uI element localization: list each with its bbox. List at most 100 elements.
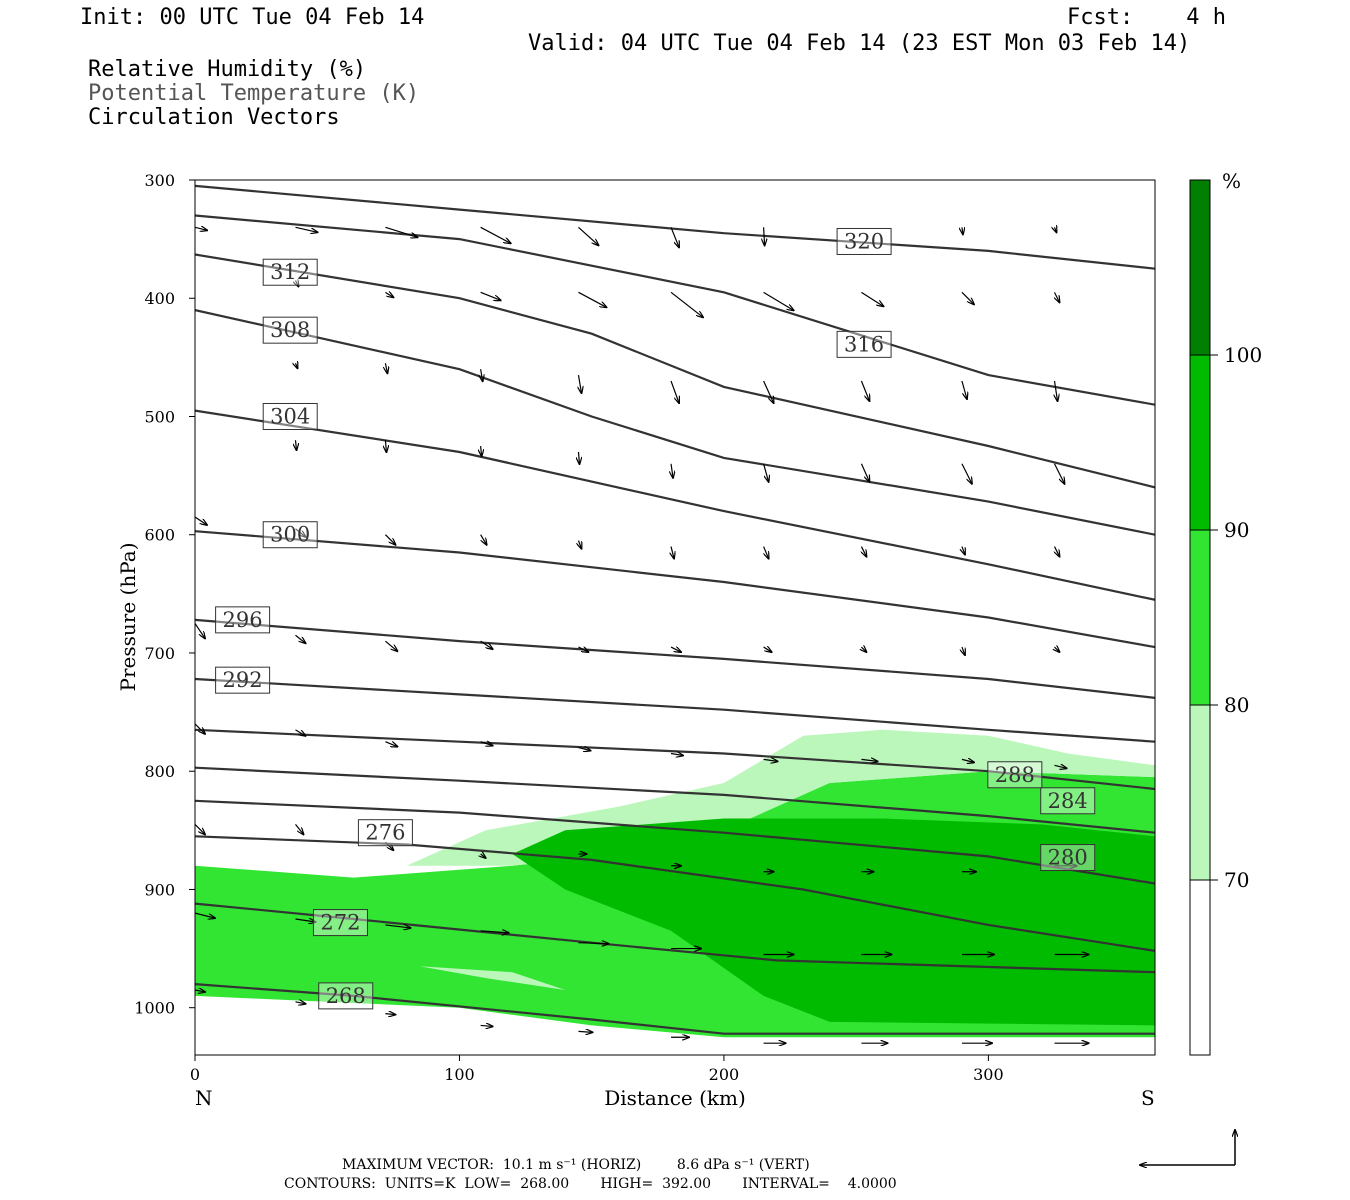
circulation-vector-10 [385,292,393,297]
valid-time: Valid: 04 UTC Tue 04 Feb 14 (23 EST Mon … [528,31,1191,56]
colorbar-segment-2 [1189,529,1211,706]
circulation-vector-17 [1055,292,1060,302]
circulation-vector-62 [763,759,778,761]
circulation-vector-48 [385,640,397,651]
contour-label-316: 316 [844,332,884,356]
x-tick-label-200: 200 [709,1065,740,1084]
circulation-vector-59 [480,742,493,746]
contour-label-272: 272 [320,911,360,935]
circulation-vector-49 [480,640,493,649]
circulation-vector-12 [578,291,606,307]
circulation-vector-16 [961,291,974,304]
circulation-vector-64 [961,759,974,762]
contour-label-box-312 [262,258,318,286]
circulation-vector-69 [481,854,486,858]
colorbar-label-100: 100 [1224,343,1262,367]
circulation-vector-90 [578,1031,592,1032]
circulation-vector-87 [295,1002,305,1004]
circulation-vector-47 [295,634,305,643]
contour-label-288: 288 [995,763,1035,787]
circulation-vector-11 [480,291,501,300]
circulation-vector-77 [295,919,315,922]
y-tick-label-300: 300 [144,171,175,190]
forecast-hour: Fcst: 4 h [1067,5,1226,30]
x-tick-label-100: 100 [444,1065,475,1084]
circulation-vector-57 [295,729,305,736]
circulation-vector-46 [195,623,205,638]
init-time: Init: 00 UTC Tue 04 Feb 14 [80,5,425,30]
contour-label-280: 280 [1048,846,1088,870]
circulation-vector-19 [385,363,387,373]
circulation-vector-86 [195,990,205,992]
circulation-vector-89 [480,1025,493,1026]
theta-contour-288 [195,728,1155,791]
circulation-vector-78 [385,925,410,928]
field-rh-title: Relative Humidity (%) [88,57,367,82]
circulation-vector-56 [195,723,205,734]
theta-contour-276 [195,835,1155,952]
circulation-vector-58 [385,741,397,747]
circulation-vector-34 [961,463,972,484]
circulation-vector-37 [295,528,305,537]
reference-vector [1140,1130,1235,1165]
field-vectors-title: Circulation Vectors [88,105,340,130]
colorbar-label-90: 90 [1224,518,1249,542]
theta-contour-296 [195,618,1155,699]
colorbar-label-80: 80 [1224,693,1249,717]
y-axis-label: Pressure (hPa) [116,543,140,692]
circulation-vector-4 [578,226,598,245]
theta-contour-304 [195,409,1155,601]
circulation-vector-28 [385,440,386,452]
colorbar-segment-0 [1189,879,1211,1056]
contour-label-276: 276 [365,821,405,845]
contour-label-304: 304 [270,404,310,428]
contour-info-note: CONTOURS: UNITS=K LOW= 268.00 HIGH= 392.… [284,1176,897,1192]
circulation-vector-5 [670,227,679,247]
contour-label-300: 300 [270,523,310,547]
circulation-vector-33 [860,463,869,482]
circulation-vector-79 [480,931,509,933]
theta-contour-312 [195,253,1155,489]
y-tick-label-800: 800 [144,762,175,781]
circulation-vector-54 [962,646,965,655]
circulation-vector-67 [295,824,303,834]
circulation-vector-42 [763,546,769,559]
contour-label-box-280 [1040,844,1096,872]
y-tick-label-900: 900 [144,880,175,899]
theta-contour-320 [195,184,1155,270]
circulation-vector-13 [670,291,703,317]
circulation-vector-20 [481,369,483,381]
circulation-vector-27 [295,440,296,450]
contour-label-296: 296 [223,608,263,632]
contour-label-292: 292 [223,668,263,692]
circulation-vector-53 [861,647,866,652]
x-end-right-label: S [1141,1086,1155,1110]
contour-label-320: 320 [844,229,884,253]
contour-label-box-272 [312,909,368,937]
y-tick-label-400: 400 [144,289,175,308]
theta-contour-268 [195,983,1155,1035]
colorbar-segment-4 [1189,179,1211,356]
circulation-vector-60 [578,748,590,751]
circulation-vector-24 [860,380,869,401]
circulation-vector-36 [195,516,207,525]
y-tick-label-700: 700 [144,644,175,663]
colorbar-label-70: 70 [1224,868,1249,892]
circulation-vector-76 [195,912,215,918]
theta-contour-316 [195,214,1155,406]
contour-label-box-276 [357,819,413,847]
colorbar-unit: % [1222,169,1241,193]
circulation-vector-3 [480,226,511,243]
circulation-vector-29 [481,445,482,456]
contour-label-box-296 [215,606,271,634]
circulation-vector-55 [1055,647,1060,652]
y-tick-label-500: 500 [144,407,175,426]
circulation-vector-63 [861,759,877,761]
circulation-vector-39 [480,534,487,545]
circulation-vector-50 [578,647,588,652]
circulation-vector-66 [195,824,205,834]
circulation-vector-35 [1053,463,1065,484]
circulation-vector-61 [670,753,683,755]
y-tick-label-600: 600 [144,526,175,545]
